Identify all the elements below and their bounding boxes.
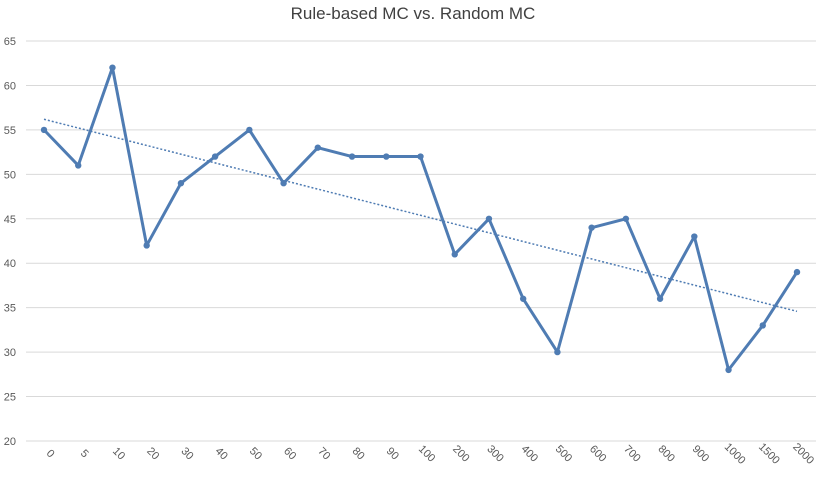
x-tick-label: 100 bbox=[416, 443, 437, 464]
y-tick-label: 35 bbox=[4, 303, 16, 315]
y-tick-label: 55 bbox=[4, 125, 16, 137]
y-tick-label: 30 bbox=[4, 347, 16, 359]
x-tick-label: 300 bbox=[484, 443, 505, 464]
data-point bbox=[588, 224, 595, 231]
y-tick-label: 60 bbox=[4, 80, 16, 92]
y-tick-label: 40 bbox=[4, 258, 16, 270]
data-point bbox=[280, 180, 287, 187]
data-point bbox=[75, 162, 82, 169]
x-tick-label: 90 bbox=[384, 445, 401, 462]
x-tick-label: 2000 bbox=[790, 441, 816, 467]
data-point bbox=[143, 242, 150, 249]
x-tick-label: 800 bbox=[655, 443, 676, 464]
data-point bbox=[211, 153, 219, 160]
y-tick-label: 65 bbox=[4, 36, 16, 48]
y-tick-label: 45 bbox=[4, 214, 16, 226]
data-point bbox=[691, 233, 698, 240]
data-point bbox=[383, 153, 390, 160]
x-tick-label: 200 bbox=[450, 443, 471, 464]
data-point bbox=[622, 215, 630, 222]
x-tick-label: 1500 bbox=[756, 441, 782, 467]
data-point bbox=[177, 180, 185, 187]
x-tick-label: 1000 bbox=[722, 441, 748, 467]
trendline bbox=[43, 118, 798, 313]
data-point bbox=[451, 251, 458, 258]
data-point bbox=[485, 215, 493, 222]
x-tick-label: 700 bbox=[621, 443, 642, 464]
x-tick-label: 60 bbox=[281, 445, 298, 462]
x-tick-label: 30 bbox=[178, 445, 195, 462]
data-point bbox=[759, 322, 766, 329]
x-tick-label: 500 bbox=[553, 443, 574, 464]
chart-title: Rule-based MC vs. Random MC bbox=[290, 4, 536, 23]
x-tick-label: 80 bbox=[350, 445, 367, 462]
data-point bbox=[314, 144, 322, 151]
data-point bbox=[725, 366, 732, 374]
x-tick-label: 40 bbox=[213, 445, 230, 462]
x-tick-label: 400 bbox=[519, 443, 540, 464]
data-point bbox=[519, 295, 527, 302]
data-point bbox=[246, 126, 253, 134]
x-tick-label: 5 bbox=[78, 447, 91, 460]
data-point bbox=[793, 268, 801, 276]
y-tick-label: 20 bbox=[4, 436, 16, 448]
y-tick-label: 50 bbox=[4, 169, 16, 181]
data-point bbox=[656, 295, 664, 302]
x-tick-label: 0 bbox=[44, 447, 57, 460]
x-tick-label: 50 bbox=[247, 445, 264, 462]
data-point bbox=[40, 126, 48, 134]
x-tick-label: 70 bbox=[315, 445, 332, 462]
x-tick-label: 900 bbox=[690, 443, 711, 464]
x-tick-label: 20 bbox=[144, 445, 161, 462]
y-tick-label: 25 bbox=[4, 392, 16, 404]
data-point bbox=[109, 64, 116, 71]
x-tick-label: 10 bbox=[110, 445, 127, 462]
data-point bbox=[348, 153, 356, 160]
data-point bbox=[554, 348, 561, 356]
data-point bbox=[417, 153, 424, 160]
x-tick-label: 600 bbox=[587, 443, 608, 464]
